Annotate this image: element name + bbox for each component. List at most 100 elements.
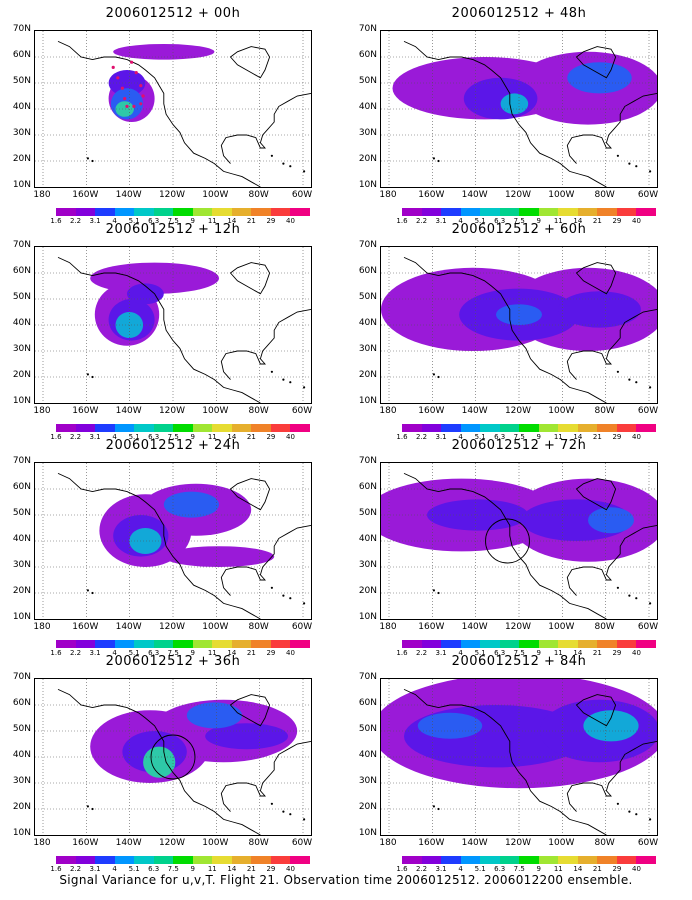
colorbar-label: 2.2 (69, 217, 82, 225)
colorbar-label: 5.1 (128, 649, 140, 657)
coastline (220, 740, 311, 812)
coastline (220, 524, 311, 596)
panel-title: 2006012512 + 48h (451, 6, 587, 21)
colorbar-swatch (519, 640, 539, 648)
colorbar-label: 2.2 (69, 433, 82, 441)
longitude-label: 160W (418, 622, 445, 632)
longitude-label: 140W (115, 838, 142, 848)
coastline (403, 688, 607, 835)
latitude-label: 60N (12, 266, 31, 276)
colorbar-swatch (212, 640, 232, 648)
colorbar-swatch (192, 856, 213, 864)
colorbar-label: 9 (190, 649, 195, 657)
variance-map (34, 678, 312, 836)
island (270, 370, 273, 373)
colorbar-swatch (114, 424, 135, 432)
latitude-label: 40N (358, 750, 377, 760)
latitude-label: 60N (358, 266, 377, 276)
colorbar-label: 4 (458, 217, 463, 225)
colorbar-label: 40 (285, 217, 295, 225)
latitude-label: 20N (12, 154, 31, 164)
colorbar-label: 14 (573, 433, 583, 441)
latitude-label: 10N (358, 612, 377, 622)
latitude-label: 30N (358, 128, 377, 138)
colorbar-swatch (114, 640, 135, 648)
island (282, 810, 285, 813)
colorbar-swatch (441, 208, 461, 216)
colorbar-label: 4 (112, 865, 117, 873)
colorbar-swatch (270, 640, 291, 648)
colorbar-label: 6.3 (494, 865, 506, 873)
colorbar-label: 14 (227, 433, 237, 441)
colorbar-label: 29 (612, 649, 622, 657)
longitude-label: 60W (637, 406, 659, 416)
longitude-label: 80W (248, 190, 269, 200)
colorbar-label: 29 (266, 433, 276, 441)
colorbar (56, 208, 310, 216)
island (282, 162, 285, 165)
latitude-label: 60N (12, 482, 31, 492)
colorbar-swatch (421, 856, 442, 864)
colorbar-label: 9 (190, 217, 195, 225)
latitude-label: 40N (12, 318, 31, 328)
colorbar-label: 21 (592, 433, 602, 441)
colorbar-label: 40 (631, 649, 641, 657)
longitude-label: 100W (548, 622, 575, 632)
latitude-label: 30N (358, 344, 377, 354)
observation-circle (485, 518, 530, 564)
colorbar-label: 1.6 (396, 649, 408, 657)
colorbar-swatch (421, 208, 442, 216)
colorbar-swatch (499, 856, 520, 864)
colorbar-swatch (251, 208, 271, 216)
map-svg (35, 31, 311, 187)
colorbar-label: 5.1 (474, 217, 486, 225)
latitude-label: 40N (358, 318, 377, 328)
latitude-label: 70N (12, 456, 31, 466)
variance-map (34, 462, 312, 620)
latitude-label: 40N (358, 534, 377, 544)
colorbar-label: 3.1 (89, 865, 101, 873)
colorbar-swatch (153, 424, 174, 432)
colorbar-swatch (480, 856, 500, 864)
coastline (566, 308, 657, 380)
island (437, 159, 440, 163)
longitude-label: 80W (594, 838, 615, 848)
coastline (229, 262, 271, 295)
latitude-label: 50N (12, 292, 31, 302)
colorbar-swatch (173, 640, 193, 648)
colorbar-swatch (212, 424, 232, 432)
colorbar-label: 29 (612, 865, 622, 873)
island (649, 170, 652, 173)
colorbar-swatch (75, 640, 96, 648)
longitude-label: 60W (291, 406, 313, 416)
colorbar-swatch (290, 640, 310, 648)
variance-contour (163, 491, 219, 518)
coastline (57, 256, 261, 403)
longitude-label: 80W (248, 838, 269, 848)
colorbar-swatch (558, 424, 578, 432)
map-panel: 2006012512 + 36h 70N 60N 50N 40N 30N 20N 10N 180… (0, 648, 346, 873)
colorbar-swatch (519, 208, 539, 216)
colorbar-label: 11 (207, 433, 217, 441)
colorbar-label: 40 (285, 865, 295, 873)
colorbar-label: 14 (227, 649, 237, 657)
colorbar-swatch (597, 640, 617, 648)
latitude-label: 70N (358, 672, 377, 682)
colorbar-label: 14 (573, 649, 583, 657)
colorbar-swatch (402, 856, 422, 864)
latitude-label: 20N (358, 370, 377, 380)
colorbar-swatch (192, 424, 213, 432)
colorbar-swatch (519, 424, 539, 432)
island (303, 602, 306, 605)
latitude-label: 70N (12, 24, 31, 34)
colorbar (402, 640, 656, 648)
colorbar-label: 5.1 (474, 433, 486, 441)
longitude-label: 140W (461, 622, 488, 632)
island (86, 373, 89, 376)
colorbar-label: 2.2 (415, 649, 428, 657)
colorbar-swatch (134, 424, 154, 432)
latitude-label: 20N (358, 802, 377, 812)
colorbar-label: 4 (112, 649, 117, 657)
longitude-label: 160W (418, 190, 445, 200)
longitude-label: 100W (202, 622, 229, 632)
